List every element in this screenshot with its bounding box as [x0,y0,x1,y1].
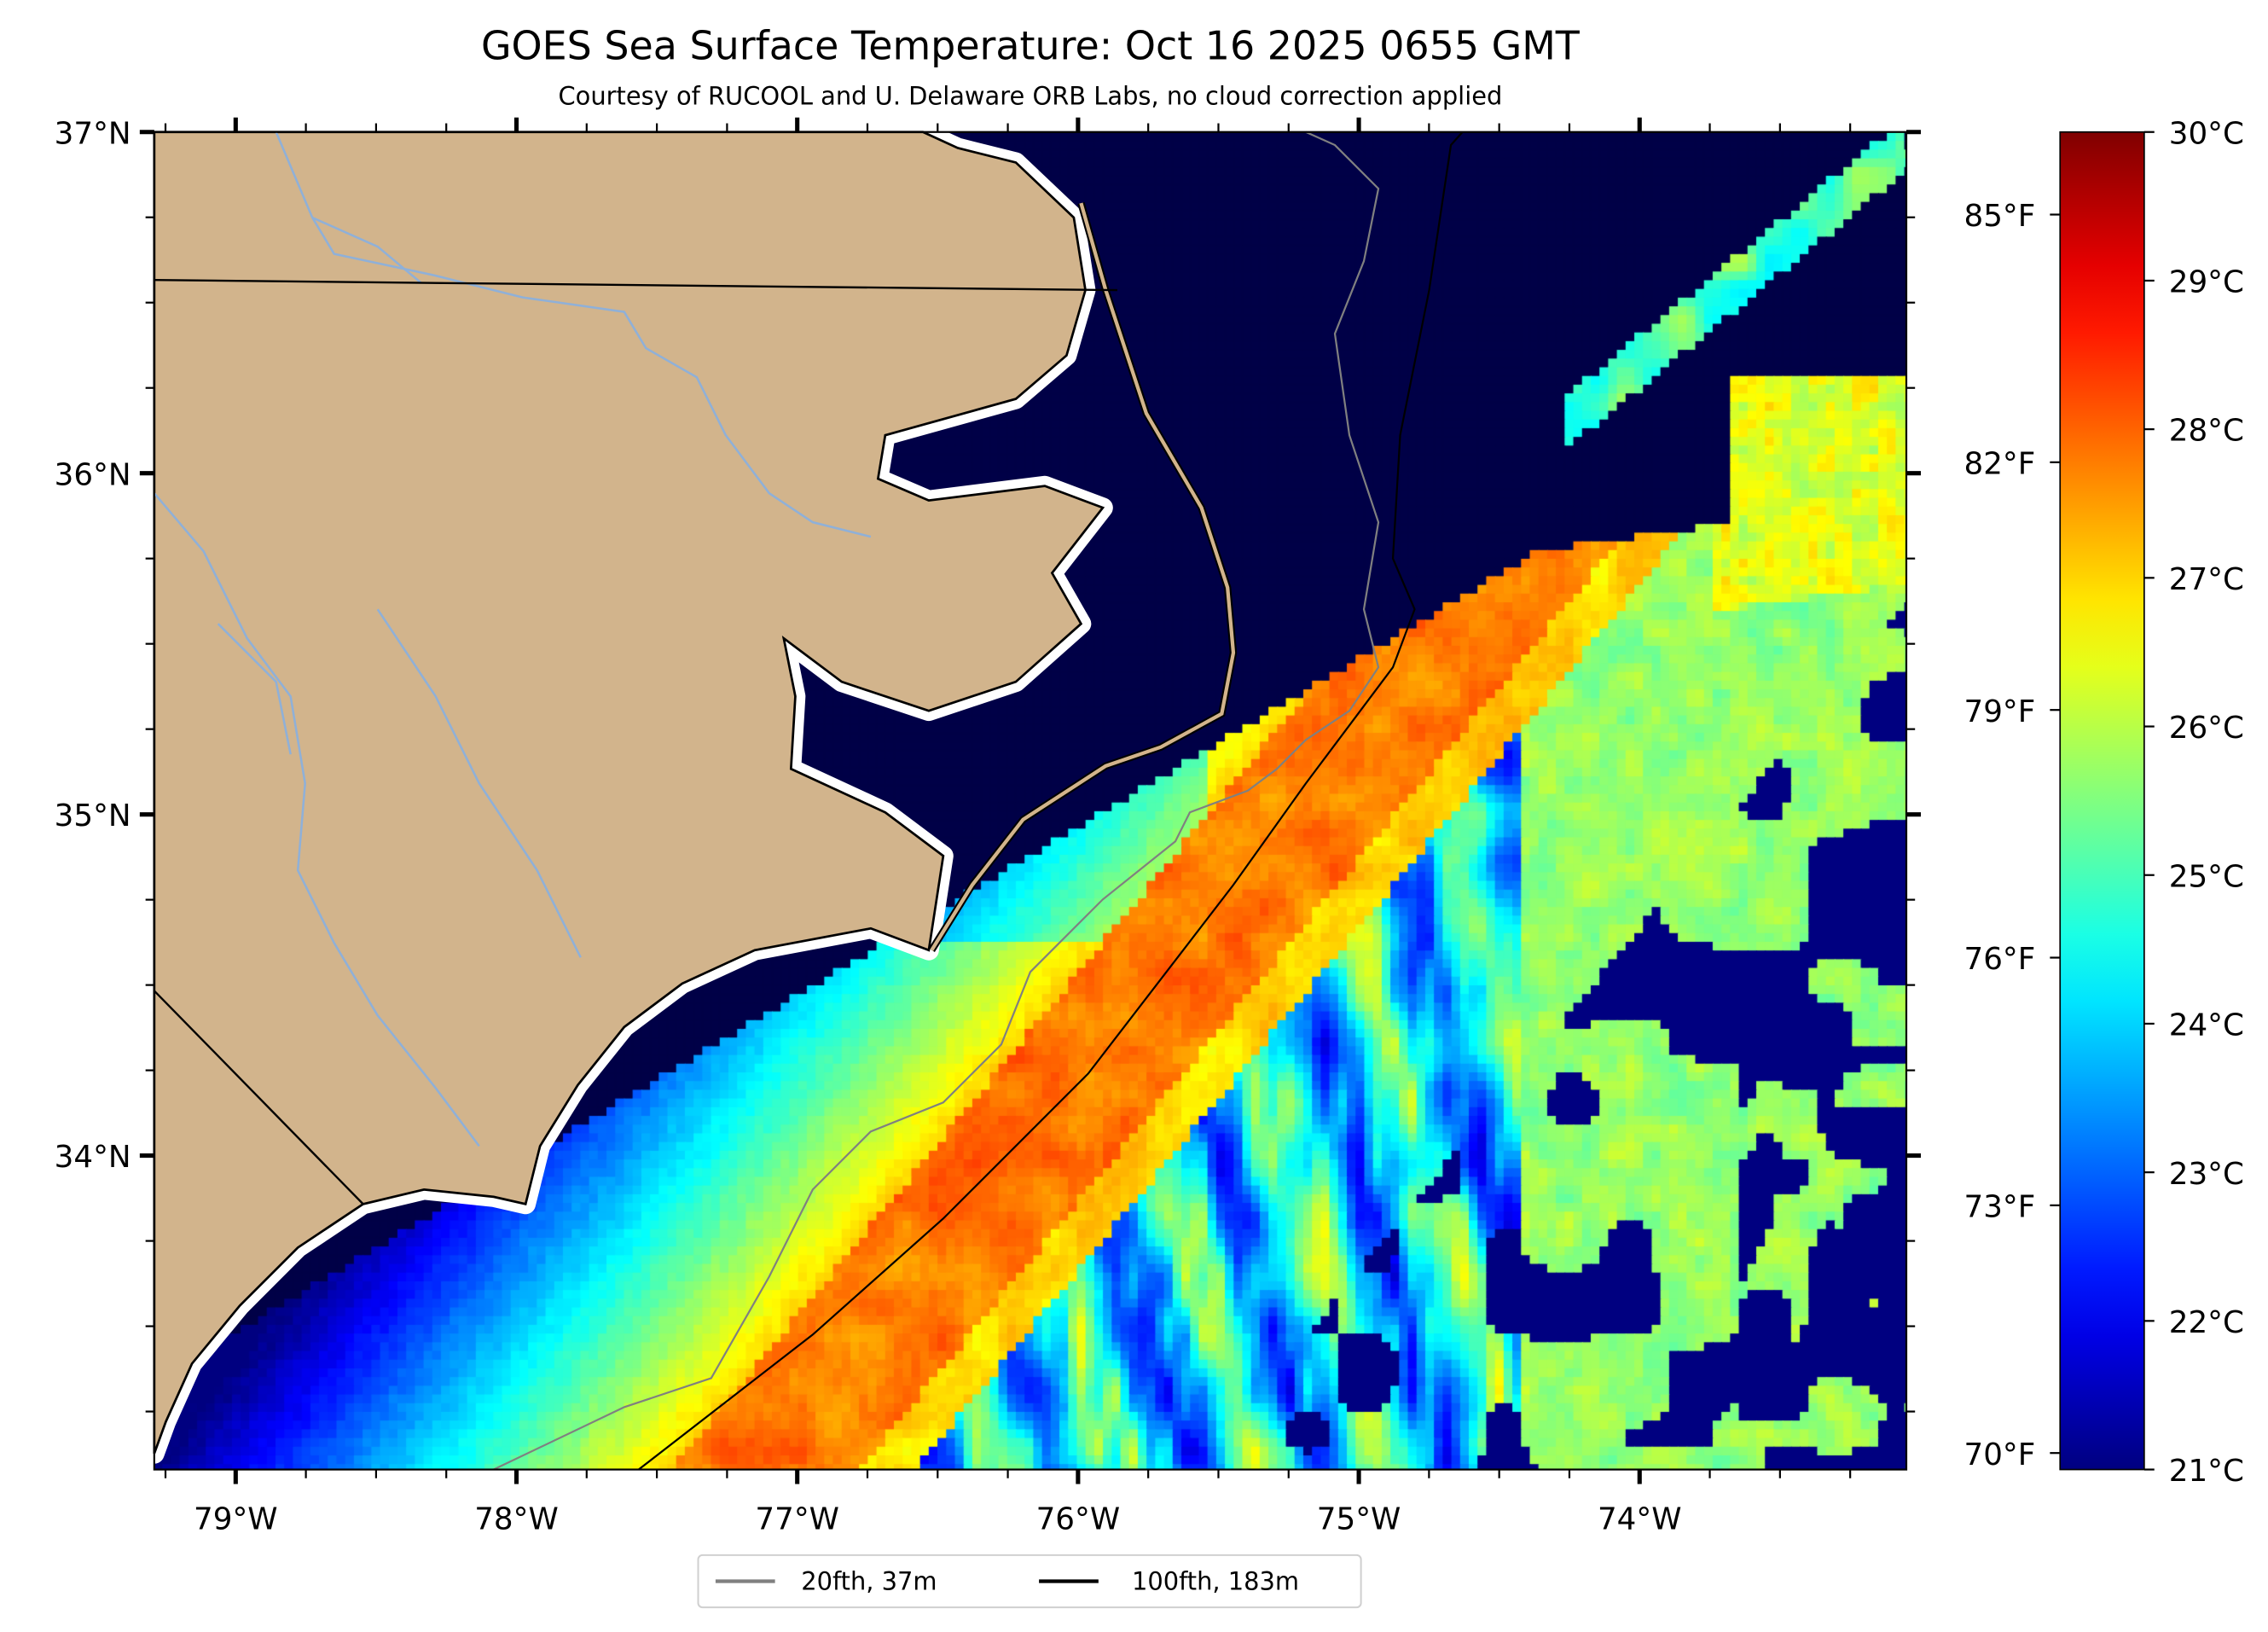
river [275,131,872,538]
colorbar-label-f: 82°F [1964,446,2036,481]
x-tick-label: 77°W [755,1501,839,1536]
axis-ticks: 79°W 78°W 77°W 76°W 75°W 74°W 37°N 36°N 35°N 34°N [55,116,1921,1536]
colorbar [2059,131,2145,1471]
colorbar-label-c: 23°C [2169,1157,2244,1192]
river [217,623,292,755]
x-tick-label: 75°W [1317,1501,1401,1536]
chart-subtitle: Courtesy of RUCOOL and U. Delaware ORB L… [558,81,1502,110]
isobath-100fth [638,131,1464,1471]
colorbar-label-f: 79°F [1964,694,2036,729]
colorbar-label-f: 70°F [1964,1437,2036,1472]
colorbar-ticks: 21°C 22°C 23°C 24°C 25°C 26°C 27°C 28°C 29°C 30°C… [1964,116,2244,1489]
state-border-nc-va [154,278,1117,292]
river [376,608,582,958]
legend-label-100fth: 100fth, 183m [1132,1567,1299,1596]
colorbar-label-c: 28°C [2169,414,2244,449]
colorbar-label-c: 24°C [2169,1008,2244,1043]
colorbar-label-c: 22°C [2169,1305,2244,1340]
colorbar-label-c: 26°C [2169,711,2244,746]
y-tick-label: 37°N [55,116,131,151]
legend-label-20fth: 20fth, 37m [801,1567,937,1596]
colorbar-label-c: 29°C [2169,265,2244,300]
legend: 20fth, 37m 100fth, 183m [697,1554,1362,1609]
land [153,131,1105,1455]
river [153,492,480,1147]
isobath-20fth [493,131,1380,1471]
barrier-islands [930,202,1236,951]
x-tick-label: 79°W [194,1501,278,1536]
state-border-nc-sc [153,990,364,1205]
y-tick-label: 36°N [55,457,131,492]
x-tick-label: 76°W [1036,1501,1121,1536]
legend-box [697,1554,1362,1609]
y-tick-label: 35°N [55,799,131,833]
chart-title: GOES Sea Surface Temperature: Oct 16 202… [481,23,1581,69]
x-tick-label: 78°W [474,1501,559,1536]
x-tick-label: 74°W [1598,1501,1682,1536]
colorbar-label-c: 21°C [2169,1454,2244,1489]
colorbar-label-c: 30°C [2169,116,2244,151]
colorbar-label-c: 27°C [2169,562,2244,597]
colorbar-label-f: 73°F [1964,1189,2036,1224]
colorbar-label-f: 76°F [1964,942,2036,977]
y-tick-label: 34°N [55,1140,131,1175]
map-frame [153,131,1908,1471]
colorbar-label-f: 85°F [1964,199,2036,234]
colorbar-label-c: 25°C [2169,859,2244,894]
map-features [143,121,1464,1471]
river [311,216,422,284]
